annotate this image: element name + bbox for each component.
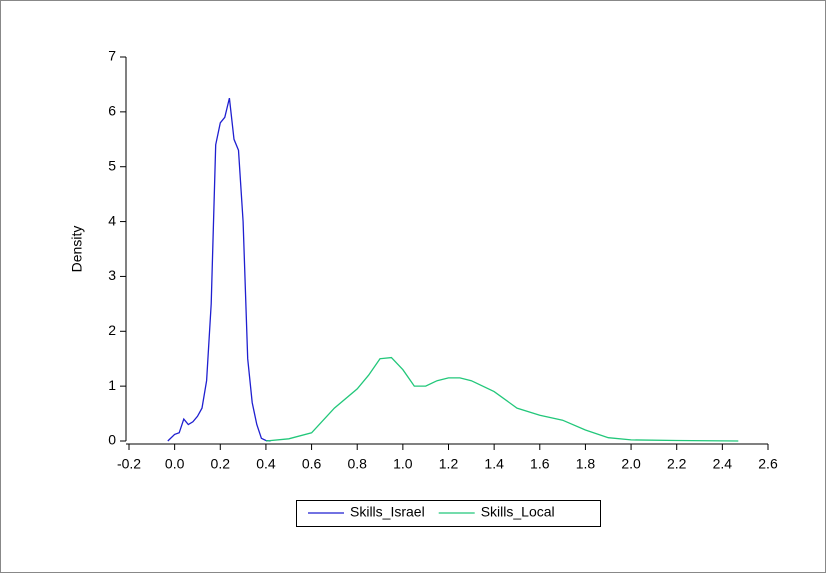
- y-axis-label: Density: [69, 226, 85, 273]
- x-tick-label: 1.4: [484, 456, 504, 472]
- x-tick-label: 1.6: [530, 456, 550, 472]
- line-series: [167, 97, 271, 442]
- y-tick-label: 2: [108, 322, 116, 338]
- x-tick-label: 2.2: [667, 456, 687, 472]
- y-tick-label: 4: [108, 212, 116, 228]
- y-tick-label: 1: [108, 377, 116, 393]
- x-tick-label: 0.0: [165, 456, 185, 472]
- x-tick-label: 1.0: [393, 456, 413, 472]
- x-tick-label: 0.4: [256, 456, 276, 472]
- x-tick-label: 0.8: [347, 456, 367, 472]
- legend-label: Skills_Israel: [350, 504, 425, 520]
- y-tick-label: 0: [108, 432, 116, 448]
- x-tick-label: 0.6: [302, 456, 322, 472]
- x-tick-label: 1.2: [439, 456, 459, 472]
- x-tick-label: 2.6: [758, 456, 778, 472]
- legend-label: Skills_Local: [481, 504, 555, 520]
- y-tick-label: 6: [108, 103, 116, 119]
- x-tick-label: -0.2: [117, 456, 141, 472]
- y-tick-label: 5: [108, 157, 116, 173]
- x-tick-label: 2.4: [713, 456, 733, 472]
- y-tick-label: 3: [108, 267, 116, 283]
- x-tick-label: 0.2: [211, 456, 231, 472]
- y-tick-label: 7: [108, 48, 116, 64]
- x-tick-label: 2.0: [621, 456, 641, 472]
- line-series: [265, 356, 739, 442]
- x-tick-label: 1.8: [576, 456, 596, 472]
